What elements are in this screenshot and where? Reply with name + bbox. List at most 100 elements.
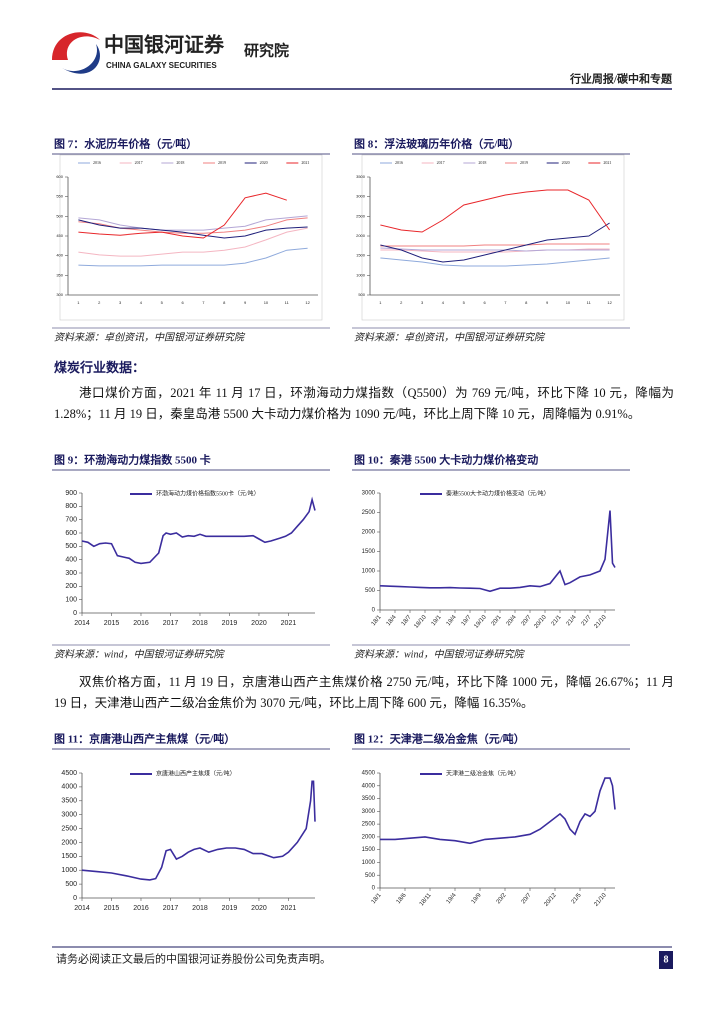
page-box: [659, 951, 673, 969]
x-tick-label: 8: [525, 300, 528, 305]
series-line: [78, 247, 308, 267]
series-line: [78, 227, 308, 257]
figure-source: 资料来源：wind，中国银河证券研究院: [354, 648, 525, 660]
y-tick-label: 4000: [61, 784, 77, 791]
x-tick-label: 21/7: [581, 614, 594, 627]
figure-caption: 图 7：水泥历年价格（元/吨）: [54, 137, 197, 151]
legend-label: 2019: [520, 160, 528, 165]
x-tick-label: 2018: [192, 620, 208, 627]
x-tick-label: 21/5: [571, 892, 584, 905]
x-tick-label: 19/4: [446, 614, 459, 627]
y-tick-label: 2000: [356, 233, 366, 238]
x-tick-label: 2: [400, 300, 403, 305]
y-tick-label: 1000: [362, 569, 376, 575]
y-tick-label: 0: [73, 895, 77, 902]
x-tick-label: 21/4: [566, 614, 579, 627]
series-line: [78, 219, 308, 239]
series-line: [81, 780, 316, 881]
legend-label: 天津港二级冶金焦（元/吨）: [446, 769, 520, 777]
x-tick-label: 2020: [251, 620, 267, 627]
y-tick-label: 300: [56, 292, 63, 297]
series-line: [78, 215, 308, 231]
y-tick-label: 1000: [356, 272, 366, 277]
x-tick-label: 20/4: [506, 614, 519, 627]
logo-red: [52, 32, 100, 60]
section: 行业周报/碳中和专题: [569, 72, 673, 86]
series-line: [78, 217, 308, 234]
legend-label: 秦港5500大卡动力煤价格变动（元/吨）: [446, 489, 550, 497]
x-tick-label: 19/10: [473, 614, 488, 630]
page-number: 8: [664, 954, 669, 965]
x-tick-label: 6: [483, 300, 486, 305]
x-tick-label: 4: [442, 300, 445, 305]
y-tick-label: 1500: [362, 549, 376, 555]
legend-label: 2020: [562, 160, 570, 165]
x-tick-label: 10: [566, 300, 571, 305]
x-tick-label: 2015: [104, 620, 120, 627]
x-tick-label: 3: [119, 300, 122, 305]
x-tick-label: 2014: [74, 905, 90, 912]
x-tick-label: 9: [546, 300, 549, 305]
y-tick-label: 3500: [61, 798, 77, 805]
x-tick-label: 19/1: [431, 614, 444, 627]
x-tick-label: 2016: [133, 905, 149, 912]
x-tick-label: 20/7: [521, 892, 534, 905]
x-tick-label: 10: [264, 300, 269, 305]
x-tick-label: 18/1: [371, 614, 384, 627]
x-tick-label: 7: [504, 300, 507, 305]
x-tick-label: 19/9: [471, 892, 484, 905]
y-tick-label: 300: [65, 570, 77, 577]
x-tick-label: 2015: [104, 905, 120, 912]
figure-caption: 图 12：天津港二级冶金焦（元/吨）: [354, 732, 525, 746]
y-tick-label: 500: [65, 543, 77, 550]
y-tick-label: 700: [65, 517, 77, 524]
x-tick-label: 2019: [222, 620, 238, 627]
logo: [52, 32, 101, 74]
series-line: [380, 222, 610, 263]
x-tick-label: 20/7: [521, 614, 534, 627]
y-tick-label: 1500: [61, 853, 77, 860]
figure-caption: 图 10：秦港 5500 大卡动力煤价格变动: [354, 453, 538, 467]
x-tick-label: 2014: [74, 620, 90, 627]
y-tick-label: 4500: [61, 770, 77, 777]
x-tick-label: 2021: [281, 905, 297, 912]
x-tick-label: 18/4: [386, 614, 399, 627]
x-tick-label: 19/4: [446, 892, 459, 905]
y-tick-label: 350: [56, 272, 63, 277]
series-line: [78, 192, 287, 239]
legend-label: 2018: [478, 160, 486, 165]
series-line: [380, 777, 616, 845]
series-line: [380, 189, 611, 233]
x-tick-label: 1: [77, 300, 80, 305]
y-tick-label: 900: [65, 490, 77, 497]
x-tick-label: 8: [223, 300, 226, 305]
x-tick-label: 2019: [222, 905, 238, 912]
x-tick-label: 21/10: [593, 614, 608, 630]
y-tick-label: 100: [65, 597, 77, 604]
y-tick-label: 3500: [362, 796, 376, 802]
x-tick-label: 18/11: [419, 892, 433, 908]
y-tick-label: 800: [65, 503, 77, 510]
x-tick-label: 2: [98, 300, 101, 305]
y-tick-label: 3500: [356, 174, 366, 179]
y-tick-label: 0: [372, 886, 376, 892]
legend-label: 2016: [93, 160, 101, 165]
y-tick-label: 600: [56, 174, 63, 179]
y-tick-label: 0: [372, 608, 376, 614]
disclaimer: 请务必阅读正文最后的中国银河证券股份公司免责声明。: [56, 952, 331, 966]
x-tick-label: 5: [463, 300, 466, 305]
y-tick-label: 3000: [356, 194, 366, 199]
section-heading: 煤炭行业数据：: [54, 360, 146, 375]
y-tick-label: 2500: [61, 825, 77, 832]
x-tick-label: 6: [181, 300, 184, 305]
y-tick-label: 2000: [362, 530, 376, 536]
x-tick-label: 7: [202, 300, 205, 305]
x-tick-label: 11: [587, 300, 592, 305]
x-tick-label: 20/10: [533, 614, 548, 630]
y-tick-label: 200: [65, 583, 77, 590]
y-tick-label: 400: [56, 253, 63, 258]
figure-source: 资料来源：wind，中国银河证券研究院: [54, 648, 225, 660]
y-tick-label: 4500: [362, 771, 376, 777]
x-tick-label: 11: [285, 300, 290, 305]
